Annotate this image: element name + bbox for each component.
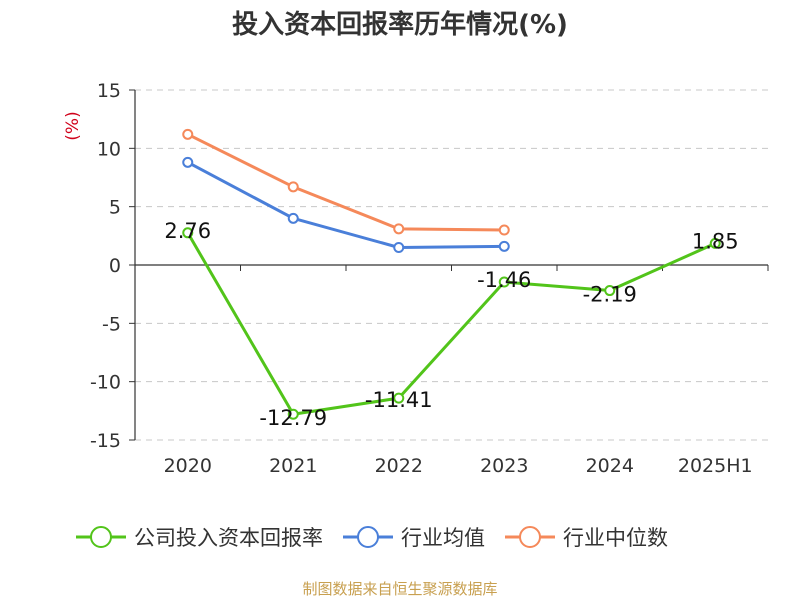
x-tick-label: 2024: [586, 455, 634, 477]
legend-label: 行业中位数: [563, 526, 668, 550]
legend-label: 公司投入资本回报率: [134, 526, 323, 550]
legend-label: 行业均值: [401, 526, 485, 550]
data-label: -11.41: [365, 388, 433, 412]
axes: [129, 89, 769, 441]
data-point: [287, 408, 299, 420]
data-point: [393, 242, 405, 253]
x-tick-label: 2025H1: [678, 455, 753, 477]
data-point: [393, 223, 405, 235]
legend-item[interactable]: 公司投入资本回报率: [76, 526, 323, 550]
x-tick-label: 2021: [269, 455, 317, 477]
y-tick-label: 0: [109, 255, 121, 277]
series-lines: [182, 128, 721, 420]
data-point: [393, 392, 405, 404]
chart-title: 投入资本回报率历年情况(%): [232, 10, 568, 40]
data-label: -2.19: [583, 283, 637, 307]
y-tick-label: -5: [102, 313, 121, 335]
data-point: [182, 156, 194, 168]
data-labels: 2.76 -12.79 -11.41 -1.46 -2.19 1.85: [164, 219, 738, 430]
data-point: [498, 276, 510, 288]
series-line: [187, 161, 505, 249]
y-tick-label: 10: [97, 138, 121, 160]
y-tick-label: 5: [109, 197, 121, 219]
legend-marker: [357, 526, 379, 548]
legend: 公司投入资本回报率 行业均值 行业中位数: [76, 526, 668, 550]
series-line: [187, 132, 505, 232]
y-axis-unit-label: (%): [63, 111, 83, 140]
x-tick-label: 2020: [164, 455, 212, 477]
data-point: [287, 181, 299, 193]
data-label: -12.79: [259, 406, 327, 430]
data-point: [709, 237, 721, 249]
y-tick-label: -10: [90, 372, 121, 394]
series-line: [186, 232, 716, 416]
data-label: 2.76: [164, 219, 211, 243]
legend-item[interactable]: 行业均值: [343, 526, 485, 550]
data-label: -1.46: [477, 268, 531, 292]
x-tick-label: 2023: [480, 455, 528, 477]
legend-item[interactable]: 行业中位数: [505, 526, 668, 550]
legend-marker: [519, 526, 541, 548]
y-tick-label: 15: [97, 80, 121, 102]
data-point: [498, 224, 510, 236]
data-point: [182, 227, 194, 239]
source-note: 制图数据来自恒生聚源数据库: [302, 580, 498, 598]
y-tick-label: -15: [90, 430, 121, 452]
data-point: [604, 285, 616, 297]
legend-marker: [90, 526, 112, 548]
data-point: [182, 128, 194, 140]
data-point: [287, 212, 299, 224]
x-tick-label: 2022: [375, 455, 423, 477]
data-point: [498, 240, 510, 252]
data-label: 1.85: [692, 229, 739, 253]
tick-labels: 15 10 5 0 -5 -10 -15 2020 2021 2022 2023 2024 2025H1: [90, 80, 753, 477]
